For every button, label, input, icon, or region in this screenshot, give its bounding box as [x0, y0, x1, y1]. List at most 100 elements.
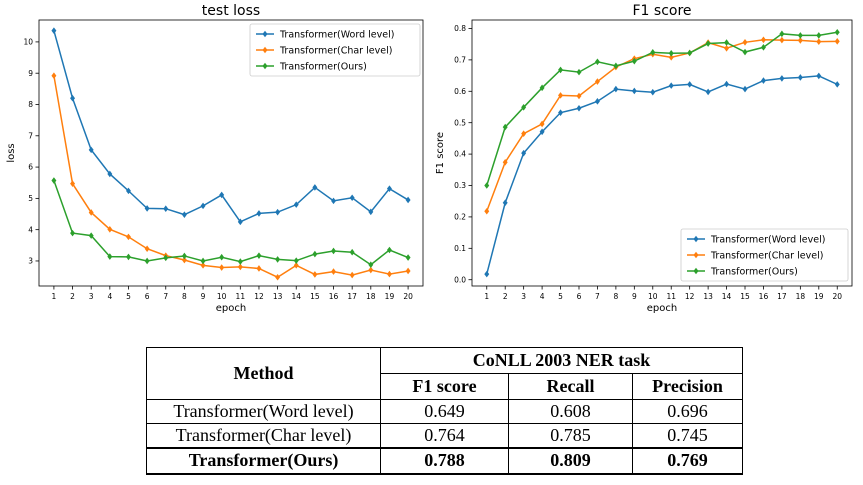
data-point	[237, 263, 243, 271]
y-tick-label: 9	[28, 69, 33, 78]
data-point	[163, 254, 169, 262]
x-tick-label: 8	[613, 292, 618, 301]
y-tick-label: 0.0	[454, 275, 466, 284]
data-point	[613, 85, 619, 93]
data-point	[256, 265, 262, 272]
x-tick-label: 20	[403, 292, 413, 301]
legend-marker	[693, 267, 699, 275]
x-tick-label: 7	[163, 292, 168, 301]
data-point	[293, 262, 299, 269]
x-tick-label: 12	[685, 292, 695, 301]
data-point	[724, 44, 730, 52]
table-row: Transformer(Char level) 0.764 0.785 0.74…	[146, 423, 743, 448]
y-tick-label: 0.2	[454, 213, 466, 222]
data-point	[539, 128, 545, 136]
legend-marker	[693, 235, 699, 243]
x-tick-label: 18	[366, 292, 376, 301]
y-tick-label: 7	[28, 131, 33, 140]
data-point	[484, 270, 490, 278]
series-2	[51, 177, 411, 269]
x-tick-label: 5	[126, 292, 131, 301]
legend: Transformer(Word level) Transformer(Char …	[680, 228, 849, 282]
data-point	[576, 68, 582, 76]
data-point	[144, 205, 150, 212]
data-point	[405, 267, 411, 275]
data-point	[521, 149, 527, 157]
data-point	[558, 109, 564, 116]
y-tick-label: 4	[28, 225, 33, 234]
data-point	[705, 40, 711, 47]
y-tick-label: 5	[28, 194, 33, 203]
legend-box	[249, 23, 421, 77]
x-tick-label: 17	[777, 292, 787, 301]
x-tick-label: 5	[558, 292, 563, 301]
data-point	[368, 266, 374, 274]
column-header-f1: F1 score	[380, 373, 509, 400]
data-point	[144, 257, 150, 265]
data-point	[502, 123, 508, 131]
data-point	[724, 39, 730, 46]
y-tick-label: 0.4	[454, 150, 466, 159]
series-2	[484, 28, 840, 189]
y-axis-label: loss	[6, 143, 17, 162]
x-tick-label: 20	[832, 292, 842, 301]
data-point	[386, 246, 392, 254]
data-point	[107, 226, 113, 233]
data-point	[539, 120, 545, 128]
x-tick-label: 10	[648, 292, 658, 301]
series-0	[484, 72, 840, 278]
x-tick-label: 1	[52, 292, 57, 301]
data-point	[51, 27, 57, 34]
x-tick-label: 13	[273, 292, 283, 301]
data-point	[219, 253, 225, 261]
data-point	[349, 194, 355, 202]
data-point	[312, 184, 318, 191]
series-1	[484, 36, 840, 215]
row-f1: 0.649	[380, 399, 509, 424]
y-tick-label: 3	[28, 257, 33, 266]
data-point	[237, 258, 243, 265]
data-point	[237, 218, 243, 226]
data-point	[256, 210, 262, 217]
x-tick-label: 6	[145, 292, 150, 301]
series-line	[53, 75, 409, 279]
y-tick-label: 0.1	[454, 244, 466, 253]
data-point	[126, 253, 131, 261]
data-point	[558, 66, 564, 74]
data-point	[219, 191, 225, 199]
data-point	[200, 257, 206, 265]
y-axis-label: F1 score	[435, 132, 446, 174]
data-point	[144, 245, 150, 253]
data-point	[107, 253, 113, 260]
data-point	[705, 88, 711, 96]
data-point	[760, 44, 766, 51]
data-point	[687, 81, 693, 88]
x-tick-label: 16	[759, 292, 769, 301]
x-tick-label: 2	[503, 292, 508, 301]
x-axis-label: epoch	[647, 303, 677, 314]
y-tick-label: 6	[28, 163, 33, 172]
method-header: Method	[146, 347, 381, 400]
data-point	[349, 271, 355, 279]
data-point	[331, 197, 336, 205]
table-row: Transformer(Ours) 0.788 0.809 0.769	[146, 446, 743, 475]
data-point	[368, 261, 374, 269]
x-tick-label: 1	[484, 292, 489, 301]
data-point	[594, 58, 600, 66]
data-point	[539, 84, 545, 92]
x-tick-label: 3	[89, 292, 94, 301]
chart-title: F1 score	[632, 3, 691, 19]
data-point	[558, 92, 564, 99]
x-tick-label: 4	[540, 292, 545, 301]
data-point	[331, 247, 336, 255]
data-point	[816, 38, 822, 45]
data-point	[70, 229, 76, 237]
data-point	[594, 98, 600, 105]
x-tick-label: 2	[70, 292, 75, 301]
data-point	[576, 92, 582, 100]
row-precision: 0.696	[632, 399, 743, 424]
x-tick-label: 19	[814, 292, 824, 301]
data-point	[816, 32, 822, 39]
data-point	[576, 104, 582, 112]
